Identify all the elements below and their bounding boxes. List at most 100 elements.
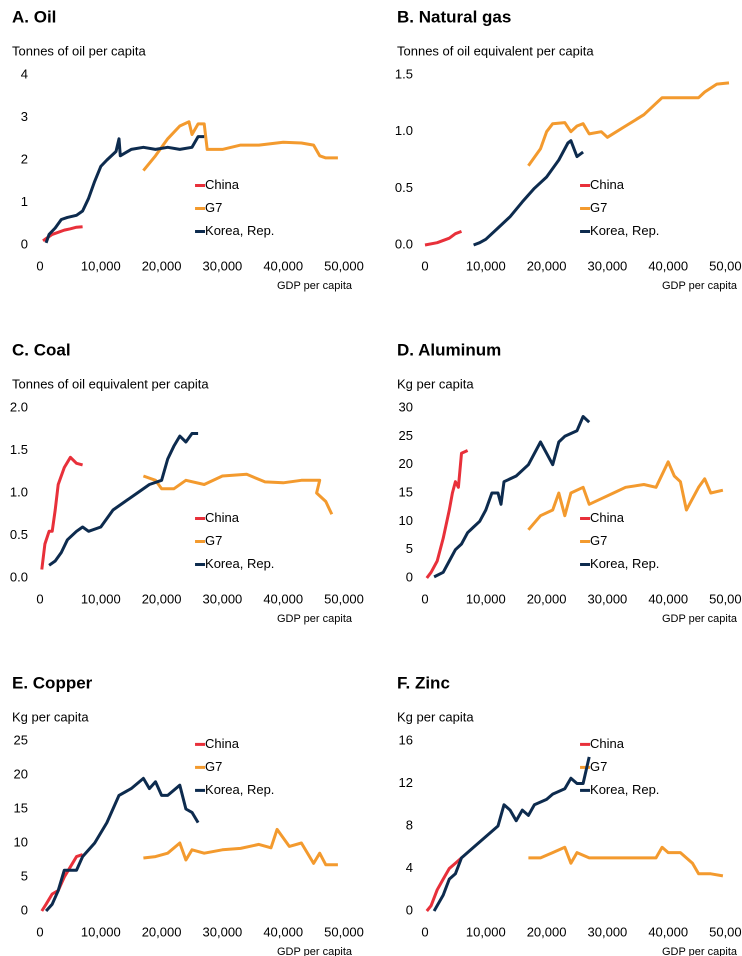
y-tick-label: 1.5 (395, 66, 413, 81)
x-tick-label: 50,000 (709, 924, 742, 939)
panel-title: D. Aluminum (397, 340, 501, 359)
y-tick-label: 2 (21, 151, 28, 166)
x-tick-label: 10,000 (81, 258, 121, 273)
legend-label: G7 (590, 200, 607, 215)
legend-label: Korea, Rep. (590, 556, 659, 571)
y-tick-label: 1.0 (395, 123, 413, 138)
y-tick-label: 10 (399, 513, 413, 528)
y-tick-label: 16 (399, 732, 413, 747)
x-tick-label: 50,000 (324, 924, 364, 939)
x-tick-label: 10,000 (81, 591, 121, 606)
y-tick-label: 3 (21, 109, 28, 124)
legend-label: G7 (205, 200, 222, 215)
y-tick-label: 1 (21, 194, 28, 209)
x-tick-label: 40,000 (263, 591, 303, 606)
series-line (473, 139, 584, 247)
x-tick-label: 20,000 (142, 591, 182, 606)
legend-label: China (205, 177, 240, 192)
panel-title: F. Zinc (397, 673, 450, 692)
y-tick-label: 1.0 (10, 484, 28, 499)
y-tick-label: 5 (406, 541, 413, 556)
x-axis-label: GDP per capita (277, 280, 353, 292)
series-line (143, 827, 338, 867)
x-tick-label: 0 (36, 258, 43, 273)
legend-label: G7 (205, 533, 222, 548)
y-axis-label: Kg per capita (397, 709, 474, 724)
series-line (142, 120, 338, 172)
legend-label: Korea, Rep. (590, 782, 659, 797)
x-axis-label: GDP per capita (662, 280, 738, 292)
x-tick-label: 0 (36, 924, 43, 939)
series-line (142, 472, 334, 515)
y-axis-label: Tonnes of oil equivalent per capita (12, 376, 209, 391)
x-tick-label: 40,000 (648, 258, 688, 273)
y-tick-label: 20 (399, 456, 413, 471)
series-line (433, 415, 591, 579)
y-axis-label: Tonnes of oil per capita (12, 43, 146, 58)
y-tick-label: 0 (21, 902, 28, 917)
x-axis-label: GDP per capita (277, 613, 353, 625)
y-tick-label: 0 (406, 569, 413, 584)
legend-label: Korea, Rep. (205, 223, 274, 238)
y-tick-label: 0.0 (395, 236, 413, 251)
x-axis-label: GDP per capita (662, 613, 738, 625)
x-tick-label: 40,000 (648, 924, 688, 939)
y-tick-label: 0.5 (10, 527, 28, 542)
x-tick-label: 20,000 (142, 258, 182, 273)
series-line (425, 449, 469, 579)
legend-label: Korea, Rep. (590, 223, 659, 238)
series-line (424, 229, 463, 247)
y-tick-label: 2.0 (10, 399, 28, 414)
x-tick-label: 30,000 (203, 258, 243, 273)
panel-title: E. Copper (12, 673, 93, 692)
panel-title: C. Coal (12, 340, 71, 359)
y-tick-label: 5 (21, 868, 28, 883)
series-line (432, 756, 591, 912)
legend-label: China (205, 510, 240, 525)
y-tick-label: 8 (406, 817, 413, 832)
series-line (425, 856, 463, 912)
y-tick-label: 15 (399, 484, 413, 499)
x-tick-label: 40,000 (263, 924, 303, 939)
legend-label: G7 (590, 533, 607, 548)
y-tick-label: 4 (406, 860, 413, 875)
x-tick-label: 0 (421, 924, 428, 939)
x-tick-label: 30,000 (588, 591, 628, 606)
y-tick-label: 0 (406, 902, 413, 917)
x-tick-label: 20,000 (527, 924, 567, 939)
series-line (44, 135, 205, 244)
panel-title: B. Natural gas (397, 7, 511, 26)
legend-label: Korea, Rep. (205, 556, 274, 571)
x-tick-label: 0 (421, 591, 428, 606)
legend-label: G7 (205, 759, 222, 774)
x-axis-label: GDP per capita (662, 946, 738, 956)
x-tick-label: 20,000 (527, 591, 567, 606)
x-tick-label: 10,000 (466, 258, 506, 273)
y-tick-label: 25 (399, 428, 413, 443)
y-tick-label: 25 (14, 732, 28, 747)
y-tick-label: 0 (21, 236, 28, 251)
x-tick-label: 0 (36, 591, 43, 606)
legend-label: China (590, 177, 625, 192)
y-tick-label: 20 (14, 766, 28, 781)
y-tick-label: 4 (21, 66, 28, 81)
x-tick-label: 30,000 (588, 924, 628, 939)
x-tick-label: 20,000 (527, 258, 567, 273)
y-axis-label: Kg per capita (12, 709, 89, 724)
y-tick-label: 15 (14, 800, 28, 815)
legend-label: G7 (590, 759, 607, 774)
series-line (527, 460, 724, 531)
x-tick-label: 30,000 (588, 258, 628, 273)
x-tick-label: 50,000 (324, 258, 364, 273)
y-axis-label: Kg per capita (397, 376, 474, 391)
y-tick-label: 0.0 (10, 569, 28, 584)
x-tick-label: 50,000 (709, 591, 742, 606)
x-tick-label: 30,000 (203, 591, 243, 606)
x-tick-label: 20,000 (142, 924, 182, 939)
y-axis-label: Tonnes of oil equivalent per capita (397, 43, 594, 58)
y-tick-label: 30 (399, 399, 413, 414)
x-axis-label: GDP per capita (277, 946, 353, 956)
y-tick-label: 0.5 (395, 180, 413, 195)
series-line (44, 776, 200, 913)
y-tick-label: 1.5 (10, 442, 28, 457)
